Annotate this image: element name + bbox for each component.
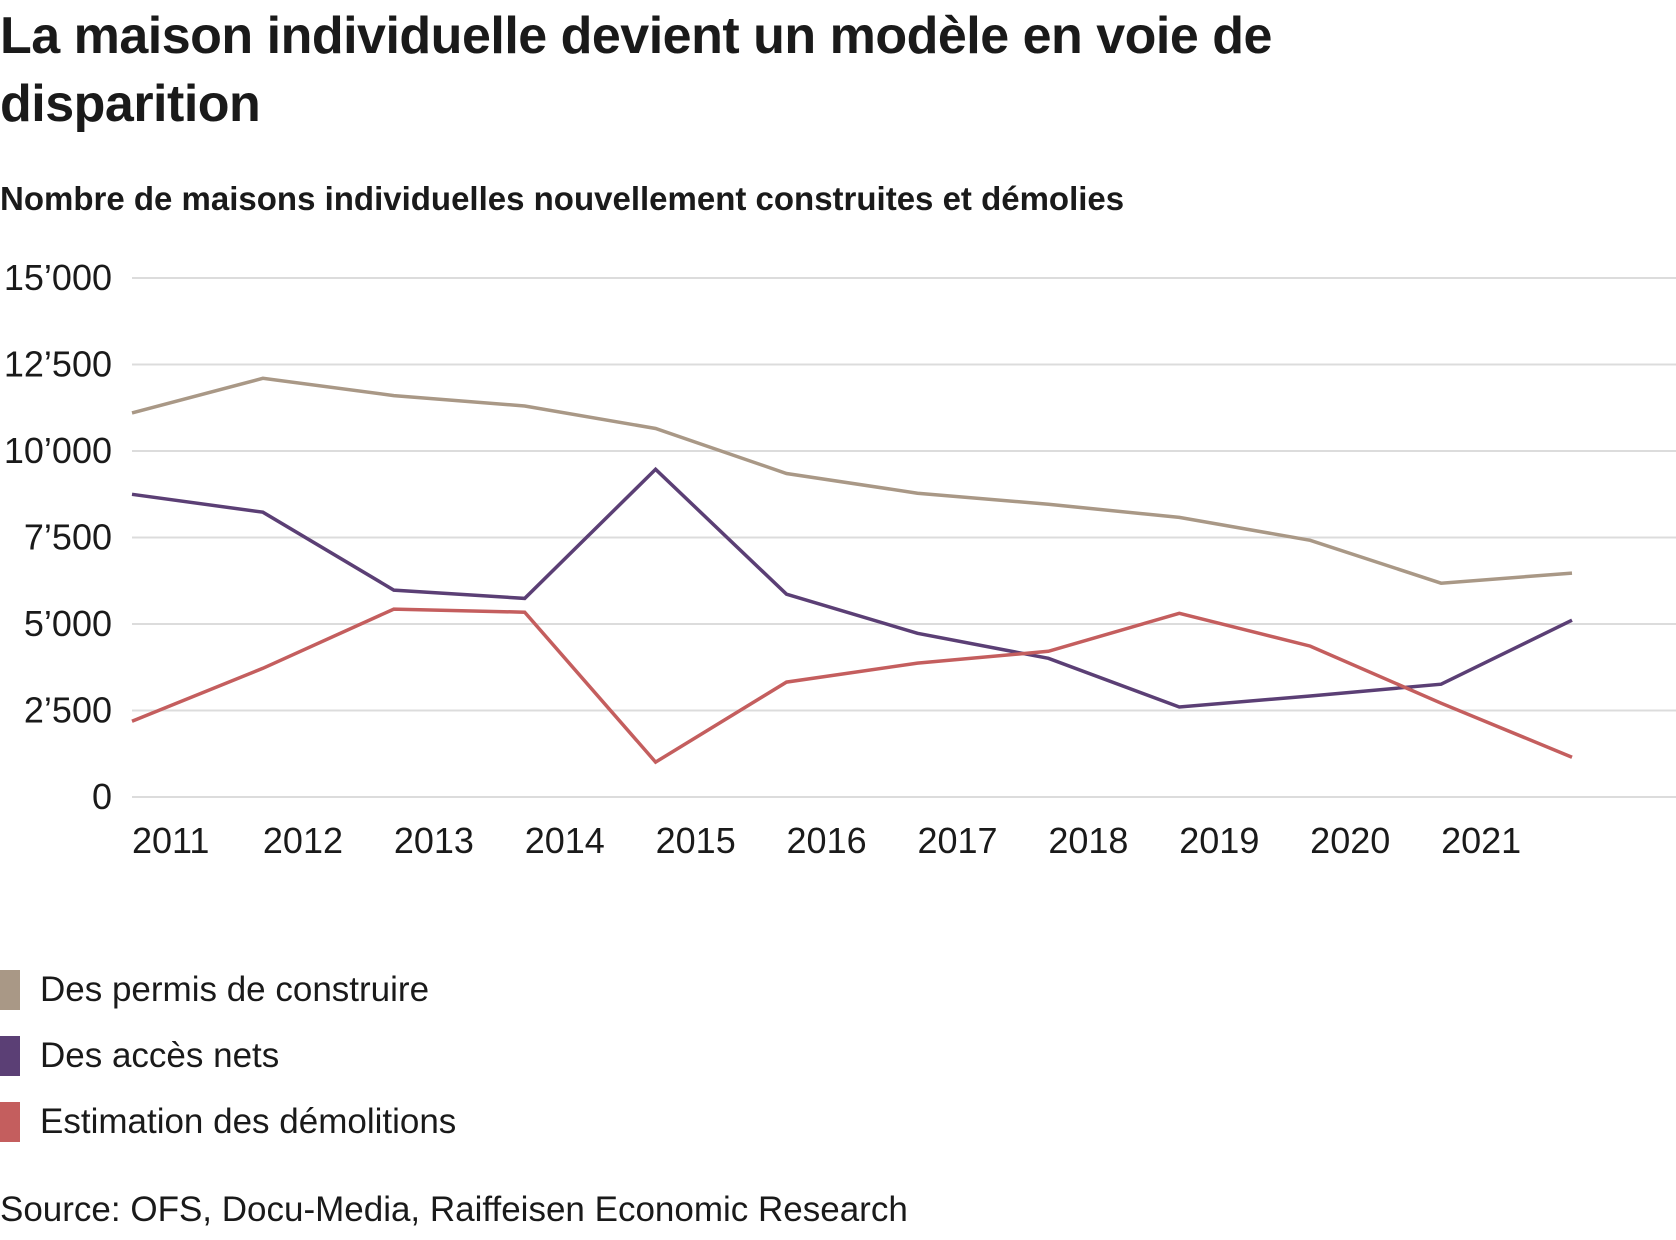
y-tick-label: 2’500	[24, 690, 112, 731]
x-tick-label: 2014	[525, 820, 605, 861]
x-tick-label: 2020	[1310, 820, 1390, 861]
legend-swatch-permis	[0, 970, 20, 1010]
x-tick-label: 2017	[917, 820, 997, 861]
legend-label: Des permis de construire	[40, 970, 430, 1009]
y-tick-label: 7’500	[24, 517, 112, 558]
x-tick-label: 2012	[263, 820, 343, 861]
series-line-0	[131, 376, 1573, 585]
legend-label: Estimation des démolitions	[40, 1102, 457, 1141]
y-tick-label: 0	[92, 776, 112, 817]
y-tick-label: 5’000	[24, 603, 112, 644]
x-tick-label: 2021	[1441, 820, 1521, 861]
gridlines	[132, 277, 1676, 798]
x-tick-label: 2019	[1179, 820, 1259, 861]
x-tick-label: 2011	[132, 820, 209, 861]
legend-label: Des accès nets	[40, 1036, 280, 1075]
y-tick-label: 10’000	[4, 430, 112, 471]
source-note: Source: OFS, Docu-Media, Raiffeisen Econ…	[0, 1190, 908, 1229]
series-line-1	[131, 466, 1573, 709]
y-tick-label: 12’500	[4, 344, 112, 385]
x-tick-label: 2013	[394, 820, 474, 861]
legend: Des permis de construire Des accès nets …	[0, 970, 456, 1168]
series-line-2	[131, 607, 1573, 765]
y-axis-ticks: 0 2’500 5’000 7’500 10’000 12’500 15’000	[4, 257, 112, 817]
legend-item-acces-nets: Des accès nets	[0, 1036, 456, 1076]
x-tick-label: 2018	[1048, 820, 1128, 861]
legend-swatch-acces-nets	[0, 1036, 20, 1076]
legend-item-demolitions: Estimation des démolitions	[0, 1102, 456, 1142]
series-lines	[131, 376, 1573, 765]
x-tick-label: 2015	[656, 820, 736, 861]
y-tick-label: 15’000	[4, 257, 112, 298]
x-tick-label: 2016	[787, 820, 867, 861]
legend-swatch-demolitions	[0, 1102, 20, 1142]
chart-title: La maison individuelle devient un modèle…	[0, 7, 1272, 133]
x-axis-ticks: 2011 2012 2013 2014 2015 2016 2017 2018 2019 2020…	[132, 820, 1521, 861]
legend-item-permis: Des permis de construire	[0, 970, 456, 1010]
chart-subtitle: Nombre de maisons individuelles nouvelle…	[0, 180, 1125, 217]
